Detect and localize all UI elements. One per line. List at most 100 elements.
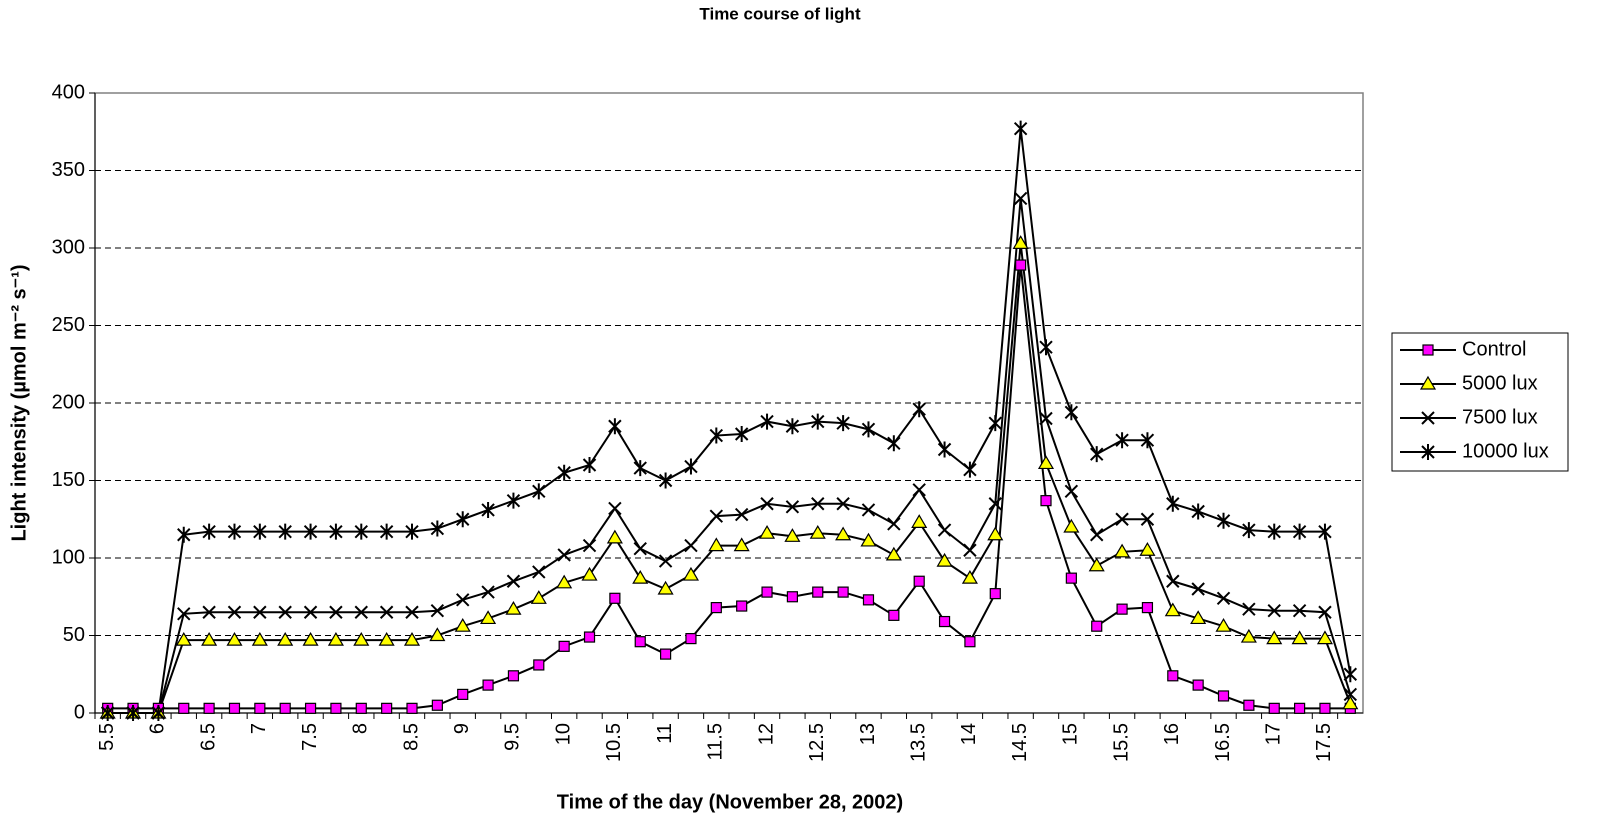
y-tick-label: 0 — [74, 701, 85, 723]
x-tick-label: 5.5 — [96, 723, 118, 751]
data-marker — [1217, 690, 1230, 702]
data-marker — [151, 705, 166, 721]
data-marker — [734, 507, 749, 522]
data-marker — [583, 631, 596, 643]
y-tick-label: 150 — [52, 469, 85, 491]
data-marker — [430, 520, 445, 537]
data-marker — [251, 631, 268, 646]
data-marker — [887, 517, 901, 531]
data-marker — [1191, 582, 1205, 596]
data-marker — [606, 529, 623, 544]
data-marker — [1166, 574, 1180, 588]
data-marker — [1190, 610, 1207, 625]
data-marker — [1342, 695, 1359, 710]
data-marker — [963, 461, 977, 478]
x-axis-label: Time of the day (November 28, 2002) — [557, 791, 903, 813]
y-tick-label: 100 — [52, 546, 85, 568]
data-marker — [885, 546, 902, 561]
data-marker — [1141, 601, 1154, 614]
data-marker — [1116, 603, 1128, 615]
data-marker — [227, 523, 242, 540]
y-tick-label: 50 — [63, 624, 85, 646]
data-marker — [481, 585, 495, 599]
data-marker — [682, 566, 700, 581]
data-marker — [582, 457, 597, 473]
data-marker — [811, 413, 825, 430]
data-marker — [1015, 259, 1027, 271]
data-marker — [887, 435, 901, 452]
y-tick-label: 250 — [52, 314, 85, 336]
data-marker — [786, 591, 799, 603]
data-marker — [581, 566, 598, 581]
data-marker — [1266, 630, 1283, 645]
series-line — [107, 264, 1351, 710]
data-marker — [329, 605, 343, 619]
data-marker — [709, 509, 724, 523]
data-marker — [202, 605, 216, 619]
data-marker — [1167, 670, 1179, 682]
data-marker — [1343, 687, 1358, 702]
data-marker — [1063, 518, 1080, 533]
data-marker — [355, 702, 367, 714]
data-marker — [988, 415, 1002, 432]
data-marker — [836, 497, 850, 511]
legend-marker — [1422, 344, 1434, 356]
x-tick-label: 7 — [248, 723, 270, 734]
data-marker — [226, 631, 243, 646]
x-tick-label: 9.5 — [502, 723, 524, 751]
data-marker — [1013, 120, 1028, 137]
data-marker — [1268, 702, 1280, 714]
legend-marker — [1421, 411, 1435, 425]
data-marker — [582, 538, 597, 553]
x-tick-label: 15 — [1060, 723, 1082, 745]
x-tick-label: 10 — [552, 723, 574, 745]
data-marker — [279, 702, 291, 714]
x-tick-label: 17 — [1263, 723, 1285, 745]
data-marker — [1242, 522, 1256, 539]
data-marker — [178, 702, 190, 714]
data-marker — [1318, 523, 1332, 540]
data-marker — [632, 569, 649, 584]
data-marker — [936, 552, 953, 567]
data-marker — [457, 688, 469, 701]
data-marker — [734, 426, 749, 442]
data-marker — [430, 603, 445, 618]
data-marker — [278, 523, 292, 540]
data-marker — [761, 586, 773, 598]
data-marker — [454, 618, 471, 632]
data-marker — [736, 600, 748, 612]
data-marker — [329, 523, 343, 540]
data-marker — [608, 418, 622, 435]
data-marker — [988, 497, 1002, 511]
data-marker — [254, 702, 266, 714]
data-marker — [1216, 512, 1231, 529]
y-tick-label: 300 — [52, 236, 85, 258]
series-line — [107, 198, 1352, 714]
x-tick-label: 8.5 — [400, 723, 422, 751]
data-marker — [1192, 679, 1204, 691]
data-marker — [1115, 432, 1129, 449]
data-marker — [1012, 235, 1029, 249]
data-marker — [684, 538, 698, 553]
data-marker — [811, 497, 825, 511]
data-marker — [177, 607, 191, 621]
legend-label: Control — [1462, 338, 1526, 360]
x-tick-label: 12 — [755, 723, 777, 745]
data-marker — [1319, 702, 1331, 714]
data-marker — [379, 523, 394, 540]
data-marker — [202, 523, 216, 540]
data-marker — [861, 421, 876, 438]
data-marker — [685, 632, 697, 645]
data-marker — [429, 627, 446, 642]
data-marker — [126, 705, 140, 721]
data-marker — [1065, 572, 1077, 584]
data-marker — [353, 631, 370, 646]
data-marker — [1013, 191, 1028, 206]
x-tick-label: 10.5 — [603, 723, 625, 762]
data-marker — [812, 586, 824, 598]
data-marker — [1166, 495, 1180, 512]
y-tick-label: 200 — [52, 391, 85, 413]
legend-box — [1391, 332, 1569, 472]
data-marker — [1090, 528, 1104, 542]
y-tick-label: 350 — [52, 159, 85, 181]
